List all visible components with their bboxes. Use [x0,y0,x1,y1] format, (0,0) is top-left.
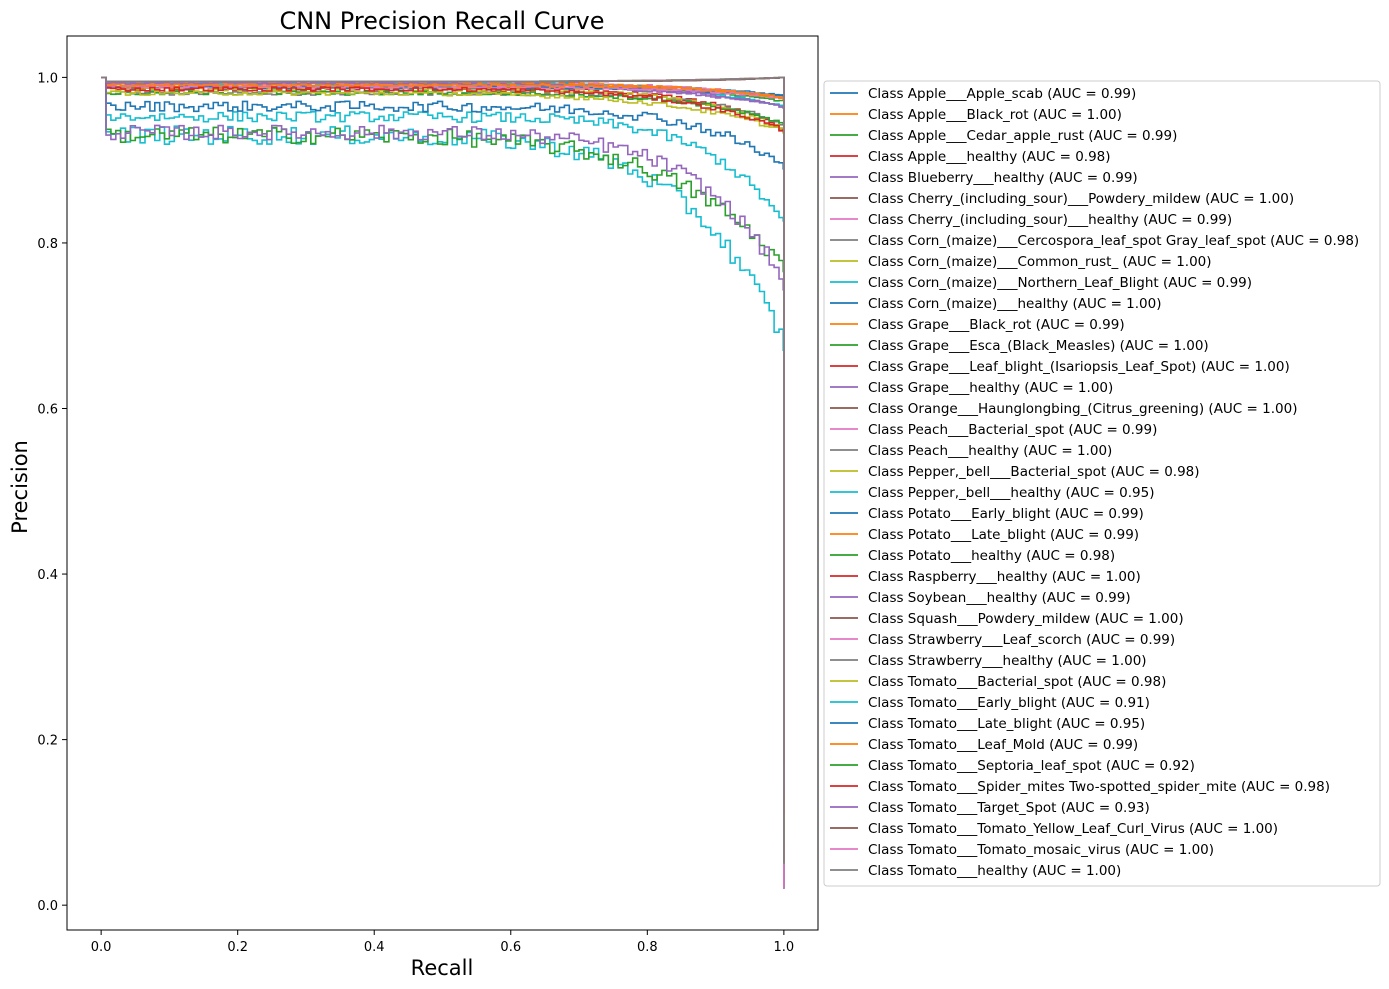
legend-label: Class Strawberry___healthy (AUC = 1.00) [868,653,1147,669]
legend-label: Class Tomato___healthy (AUC = 1.00) [868,863,1121,879]
pr-curve-line [101,76,785,790]
x-axis-label: Recall [411,956,474,980]
plot-frame [66,35,819,931]
curves-layer [101,76,785,889]
x-tick-label: 0.4 [364,940,385,955]
x-axis: 0.0 0.2 0.4 0.6 0.8 1.0 [91,930,794,955]
y-tick-label: 0.4 [37,568,58,583]
legend-label: Class Blueberry___healthy (AUC = 0.99) [868,170,1138,186]
y-tick-label: 0.6 [37,403,58,418]
legend-label: Class Pepper,_bell___Bacterial_spot (AUC… [868,464,1200,480]
legend-label: Class Pepper,_bell___healthy (AUC = 0.95… [868,485,1154,501]
legend-label: Class Apple___Black_rot (AUC = 1.00) [868,107,1122,123]
x-tick-label: 1.0 [774,940,795,955]
legend-label: Class Orange___Haunglongbing_(Citrus_gre… [868,401,1297,417]
legend-label: Class Corn_(maize)___healthy (AUC = 1.00… [868,296,1162,312]
x-tick-label: 0.6 [500,940,521,955]
legend-label: Class Grape___Leaf_blight_(Isariopsis_Le… [868,359,1290,375]
legend-label: Class Tomato___Septoria_leaf_spot (AUC =… [868,758,1195,774]
legend-label: Class Corn_(maize)___Cercospora_leaf_spo… [868,233,1359,249]
chart-title: CNN Precision Recall Curve [279,7,604,35]
legend-label: Class Potato___Early_blight (AUC = 0.99) [868,506,1144,522]
legend-label: Class Peach___Bacterial_spot (AUC = 0.99… [868,422,1157,438]
legend-label: Class Corn_(maize)___Common_rust_ (AUC =… [868,254,1212,270]
legend-label: Class Tomato___Early_blight (AUC = 0.91) [868,695,1150,711]
legend-label: Class Potato___healthy (AUC = 0.98) [868,548,1115,564]
pr-curve-line [101,76,785,864]
y-tick-label: 0.0 [37,899,58,914]
legend-label: Class Cherry_(including_sour)___Powdery_… [868,191,1294,207]
legend-label: Class Apple___Cedar_apple_rust (AUC = 0.… [868,128,1177,144]
y-axis-label: Precision [8,440,32,534]
pr-curve-line [101,76,785,889]
y-axis: 0.0 0.2 0.4 0.6 0.8 1.0 [37,71,67,914]
legend-label: Class Grape___Esca_(Black_Measles) (AUC … [868,338,1209,354]
legend-frame [823,80,1381,887]
legend-label: Class Tomato___Leaf_Mold (AUC = 0.99) [868,737,1138,753]
pr-curve-line [101,76,785,864]
pr-curve-line [101,76,785,889]
x-tick-label: 0.8 [637,940,658,955]
y-tick-label: 0.8 [37,237,58,252]
legend-label: Class Strawberry___Leaf_scorch (AUC = 0.… [868,632,1175,648]
legend-label: Class Cherry_(including_sour)___healthy … [868,212,1232,228]
legend-label: Class Apple___healthy (AUC = 0.98) [868,149,1111,165]
legend-label: Class Corn_(maize)___Northern_Leaf_Bligh… [868,275,1252,291]
legend-label: Class Apple___Apple_scab (AUC = 0.99) [868,86,1136,102]
legend-label: Class Peach___healthy (AUC = 1.00) [868,443,1112,459]
legend-label: Class Tomato___Target_Spot (AUC = 0.93) [868,800,1150,816]
x-tick-label: 0.0 [91,940,112,955]
legend-label: Class Grape___healthy (AUC = 1.00) [868,380,1113,396]
x-tick-label: 0.2 [227,940,248,955]
pr-curve-line [101,76,785,864]
legend: Class Apple___Apple_scab (AUC = 0.99) Cla… [823,80,1381,887]
pr-curve-line [101,76,785,790]
legend-label: Class Tomato___Late_blight (AUC = 0.95) [868,716,1145,732]
legend-label: Class Tomato___Tomato_Yellow_Leaf_Curl_V… [868,821,1278,837]
legend-label: Class Tomato___Tomato_mosaic_virus (AUC … [868,842,1214,858]
y-tick-label: 1.0 [37,71,58,86]
legend-label: Class Potato___Late_blight (AUC = 0.99) [868,527,1139,543]
y-tick-label: 0.2 [37,734,58,749]
legend-label: Class Grape___Black_rot (AUC = 0.99) [868,317,1125,333]
legend-label: Class Squash___Powdery_mildew (AUC = 1.0… [868,611,1184,627]
legend-label: Class Soybean___healthy (AUC = 0.99) [868,590,1131,606]
pr-curve-line [101,76,785,815]
plot-area [67,36,818,930]
legend-label: Class Tomato___Spider_mites Two-spotted_… [868,779,1330,795]
legend-label: Class Tomato___Bacterial_spot (AUC = 0.9… [868,674,1166,690]
legend-label: Class Raspberry___healthy (AUC = 1.00) [868,569,1141,585]
